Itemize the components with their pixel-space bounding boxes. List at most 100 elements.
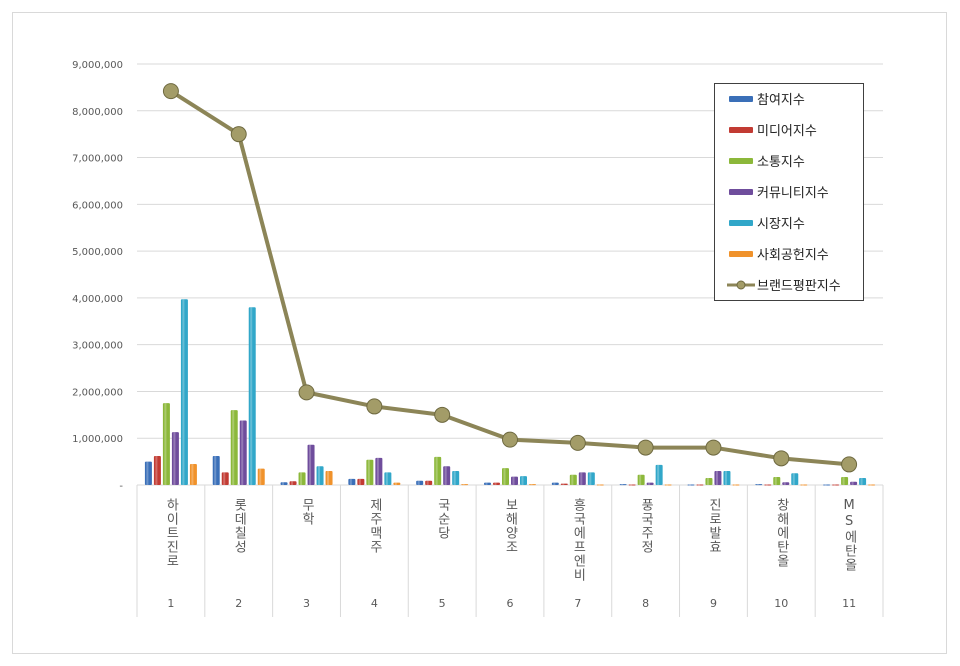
bar-highlight <box>485 482 488 485</box>
rank-label: 10 <box>774 597 788 610</box>
rank-label: 1 <box>167 597 174 610</box>
bar-highlight <box>657 464 660 485</box>
bar-1-8 <box>619 484 627 486</box>
bar-highlight <box>648 482 651 485</box>
y-tick-label: 4,000,000 <box>72 294 123 305</box>
bar-highlight <box>182 299 185 485</box>
x-axis: 하이트진로 1 롯데칠성 2 무학 3 제주맥주 4 국순당 5 보해양조 6 흥국에프엔비 7 풍국주정 8… <box>136 484 884 617</box>
bar-5-1 <box>180 299 188 485</box>
bar-highlight <box>824 484 827 486</box>
bar-highlight <box>860 477 863 485</box>
rank-label: 6 <box>507 597 514 610</box>
category-label: 흥국에프엔비 <box>570 498 585 582</box>
bar-highlight <box>191 463 194 485</box>
bar-1-6 <box>484 482 491 485</box>
legend-swatch-4 <box>729 189 753 195</box>
bar-highlight <box>783 482 786 485</box>
category-label: 국순당 <box>435 498 450 540</box>
bar-highlight <box>706 477 709 485</box>
line-point-11 <box>841 456 858 473</box>
bar-5-5 <box>452 470 460 485</box>
bar-6-4 <box>393 482 401 485</box>
bar-highlight <box>715 470 718 485</box>
legend-label: 사회공헌지수 <box>757 248 829 263</box>
line-point-10 <box>773 450 790 467</box>
bar-highlight <box>417 480 420 485</box>
bar-5-6 <box>520 476 527 485</box>
line-point-4 <box>366 398 383 415</box>
bar-highlight <box>774 477 777 485</box>
bar-highlight <box>462 484 465 486</box>
chart-frame <box>12 12 947 654</box>
bar-6-3 <box>325 470 333 485</box>
bar-highlight <box>291 481 294 485</box>
bar-highlight <box>309 444 312 485</box>
bar-4-6 <box>511 476 518 485</box>
y-axis: - 1,000,000 2,000,000 3,000,000 4,000,000 5,0… <box>72 60 123 492</box>
legend-label: 커뮤니티지수 <box>757 186 829 201</box>
legend-swatch-2 <box>729 127 753 133</box>
bar-4-10 <box>782 482 790 485</box>
bar-6-8 <box>664 484 672 486</box>
bar-highlight <box>453 470 456 485</box>
y-tick-label: 3,000,000 <box>72 341 123 352</box>
bar-6-9 <box>732 484 740 486</box>
bar-2-4 <box>357 478 365 485</box>
bar-highlight <box>435 456 438 485</box>
bar-highlight <box>241 420 244 485</box>
bar-highlight <box>553 482 556 485</box>
bar-6-11 <box>868 484 876 486</box>
y-tick-label: 2,000,000 <box>72 387 123 398</box>
bar-highlight <box>562 483 565 485</box>
bar-highlight <box>688 484 691 486</box>
bar-2-3 <box>289 481 297 485</box>
bar-5-9 <box>723 470 731 485</box>
legend-label: 소통지수 <box>757 155 805 170</box>
legend-swatch-3 <box>729 158 753 164</box>
bar-highlight <box>214 455 217 485</box>
bar-highlight <box>580 472 583 485</box>
bar-1-2 <box>212 455 220 485</box>
bar-highlight <box>792 473 795 485</box>
category-label: 보해양조 <box>503 498 518 554</box>
bar-3-6 <box>502 468 509 485</box>
legend-label: 브랜드평판지수 <box>757 279 841 294</box>
bar-1-5 <box>416 480 424 485</box>
bar-highlight <box>250 307 253 485</box>
rank-label: 2 <box>235 597 242 610</box>
bar-highlight <box>426 480 429 485</box>
bar-2-9 <box>696 484 704 486</box>
bar-6-7 <box>596 484 604 486</box>
bar-highlight <box>223 472 226 485</box>
bar-highlight <box>300 472 303 485</box>
category-label: MS에탄올 <box>842 498 857 572</box>
bar-highlight <box>494 482 497 485</box>
bar-2-1 <box>153 455 161 485</box>
line-point-5 <box>434 406 451 423</box>
bar-6-1 <box>189 463 197 485</box>
bar-highlight <box>630 484 633 486</box>
bar-highlight <box>571 474 574 485</box>
rank-label: 5 <box>439 597 446 610</box>
bar-3-10 <box>773 477 781 485</box>
bar-highlight <box>259 468 262 485</box>
legend-swatch-5 <box>729 220 753 226</box>
line-point-9 <box>705 439 722 456</box>
bar-highlight <box>164 403 167 485</box>
bar-2-8 <box>628 484 636 486</box>
bar-4-1 <box>171 432 179 485</box>
bar-1-10 <box>755 484 763 486</box>
y-tick-label: 8,000,000 <box>72 107 123 118</box>
bar-highlight <box>598 484 601 486</box>
bar-highlight <box>869 484 872 486</box>
bar-highlight <box>851 481 854 485</box>
rank-label: 11 <box>842 597 856 610</box>
bar-4-3 <box>307 444 315 485</box>
line-point-1 <box>162 83 179 100</box>
bar-highlight <box>318 466 321 485</box>
bar-5-7 <box>587 472 595 485</box>
rank-label: 8 <box>642 597 649 610</box>
y-tick-label: 7,000,000 <box>72 154 123 165</box>
bar-highlight <box>589 472 592 485</box>
